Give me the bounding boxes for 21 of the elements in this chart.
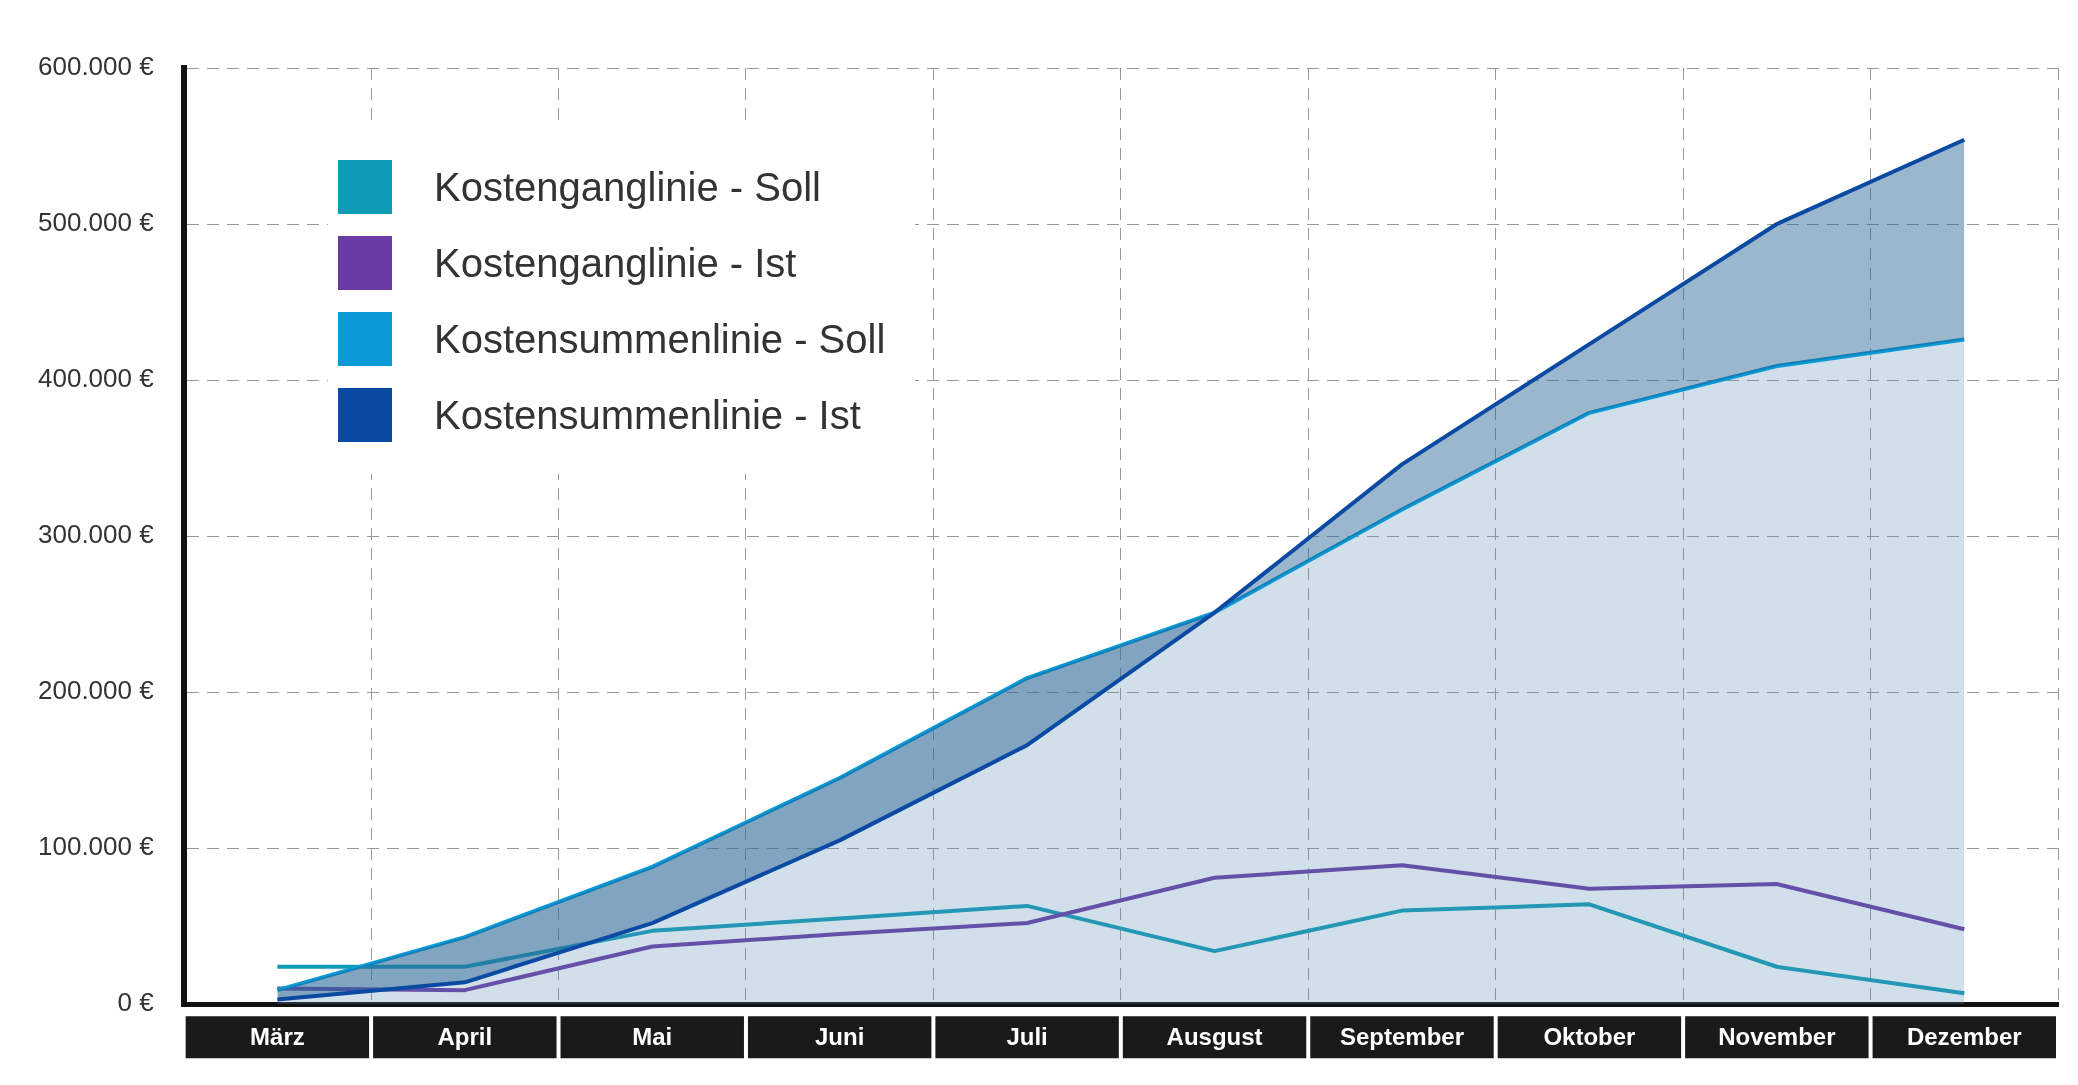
legend-label: Kostensummenlinie - Ist <box>434 392 861 438</box>
x-tick-label: Oktober <box>1543 1023 1636 1051</box>
y-tick-label: 100.000 € <box>38 831 155 862</box>
y-tick-label: 400.000 € <box>38 363 155 394</box>
x-tick-label: Dezember <box>1906 1023 2022 1051</box>
x-tick-label: Ausgust <box>1166 1023 1263 1051</box>
x-tick-label: Mai <box>632 1023 673 1051</box>
y-tick-label: 0 € <box>117 987 155 1018</box>
x-tick-label: Juli <box>1006 1023 1048 1051</box>
y-tick-label: 300.000 € <box>38 519 155 550</box>
x-tick-label: März <box>250 1023 305 1051</box>
x-tick-label: Juni <box>815 1023 865 1051</box>
x-tick-label: November <box>1718 1023 1836 1051</box>
y-tick-label: 200.000 € <box>38 675 155 706</box>
y-tick-label: 500.000 € <box>38 207 155 238</box>
legend-label: Kostenganglinie - Soll <box>434 164 821 210</box>
x-tick-label: April <box>437 1023 493 1051</box>
x-tick-label: September <box>1339 1023 1465 1051</box>
legend-label: Kostensummenlinie - Soll <box>434 316 886 362</box>
y-tick-label: 600.000 € <box>38 51 155 82</box>
legend-label: Kostenganglinie - Ist <box>434 240 797 286</box>
